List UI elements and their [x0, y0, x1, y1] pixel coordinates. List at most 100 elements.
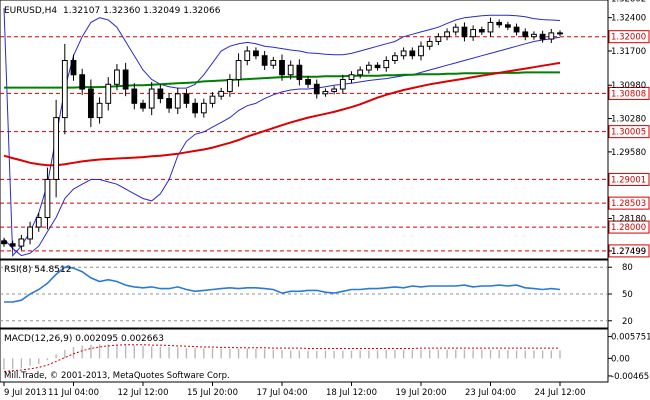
candle-body [331, 88, 338, 92]
candle-body [122, 69, 129, 90]
candle-body [452, 26, 459, 33]
level-label-box [608, 125, 650, 139]
candle-body [140, 102, 146, 109]
candle-body [504, 24, 511, 28]
candle-body [409, 50, 416, 57]
candle [35, 212, 42, 232]
candle [461, 22, 468, 42]
price-tick-label: 1.30280 [611, 115, 646, 125]
candle-body [61, 59, 68, 119]
candle-body [200, 102, 207, 114]
candle-body [418, 45, 424, 57]
candle [270, 56, 277, 69]
candle [70, 54, 77, 81]
candle [496, 19, 503, 28]
candle-body [53, 117, 60, 180]
candle-body [253, 50, 259, 57]
macd-tick-label: 0.005751 [611, 333, 650, 343]
candle-body [339, 79, 346, 90]
candle-body [557, 32, 563, 35]
candle [87, 79, 94, 128]
time-tick-label: 9 Jul 2013 [4, 388, 47, 398]
candle [18, 234, 25, 251]
candle [140, 99, 146, 112]
candle-body [79, 74, 86, 90]
candle [400, 47, 407, 60]
candle [9, 240, 16, 250]
candle-body [235, 59, 242, 81]
candle [470, 25, 477, 41]
candle-body [426, 40, 433, 47]
level-label-box [608, 172, 650, 186]
candle [339, 74, 346, 94]
price-tick-label: 1.29580 [611, 148, 646, 158]
candle [79, 68, 86, 95]
candle-body [18, 238, 25, 247]
time-tick-label: 19 Jul 20:00 [396, 388, 447, 398]
price-tick-label: 1.30980 [611, 81, 646, 91]
level-label-box [608, 196, 650, 210]
candle-body [244, 50, 251, 61]
candle [279, 54, 285, 81]
candle [557, 30, 563, 36]
level-label: 1.28000 [611, 223, 646, 233]
candle-body [96, 102, 103, 119]
candle [487, 17, 494, 37]
candle [383, 56, 390, 72]
time-tick-label: 15 Jul 20:00 [187, 388, 238, 398]
candle-body [548, 32, 555, 40]
candle [348, 71, 355, 84]
candle [522, 28, 529, 41]
candle-body [365, 64, 372, 71]
time-tick-label: 11 Jul 04:00 [48, 388, 99, 398]
bb_upper-line [3, 8, 561, 257]
candle-body [313, 83, 320, 95]
price-tick-label: 1.32400 [611, 14, 646, 24]
candle [305, 75, 311, 88]
candle [452, 23, 459, 36]
candle [539, 30, 546, 43]
candle [287, 60, 294, 80]
price-levels [0, 36, 608, 252]
candle-body [513, 26, 520, 33]
rsi-line [4, 266, 561, 303]
macd-title: MACD(12,26,9) 0.002095 0.002663 [4, 334, 164, 344]
candle [253, 47, 259, 60]
macd-panel-frame [0, 328, 609, 383]
candle-body [157, 88, 164, 100]
candle [218, 87, 225, 100]
price-panel-frame [0, 0, 609, 260]
candle [44, 167, 51, 230]
candle-body [487, 21, 494, 33]
macd-signal-line [3, 344, 560, 373]
candle [531, 31, 537, 40]
candle [409, 47, 416, 60]
candle [183, 89, 190, 109]
candle-body [35, 217, 42, 228]
time-tick-label: 23 Jul 04:00 [465, 388, 516, 398]
candle-body [522, 31, 529, 38]
candle-body [27, 226, 33, 240]
candlesticks [1, 17, 563, 251]
candle [148, 81, 155, 116]
candle-body [105, 83, 112, 104]
candle [261, 50, 268, 71]
candle-body [296, 64, 303, 81]
candle-body [218, 90, 225, 97]
candle-body [478, 29, 485, 33]
candle [131, 83, 138, 110]
rsi-tick-label: 50 [622, 290, 633, 300]
candle [374, 62, 381, 71]
rsi-tick-label: 80 [622, 263, 633, 273]
price-axis: 1.32000 1.30808 1.30005 1.29001 1.28503 1.280… [608, 0, 650, 258]
candle [504, 21, 511, 31]
candle [313, 79, 320, 99]
time-tick-label: 18 Jul 12:00 [326, 388, 377, 398]
candle-body [174, 93, 181, 109]
level-label-box [608, 86, 650, 100]
candle-body [114, 69, 120, 85]
macd-tick-label: -0.004658 [611, 372, 650, 382]
macd-tick-label: 0.00 [611, 354, 630, 364]
candle [61, 43, 68, 135]
time-tick-label: 12 Jul 12:00 [118, 388, 169, 398]
